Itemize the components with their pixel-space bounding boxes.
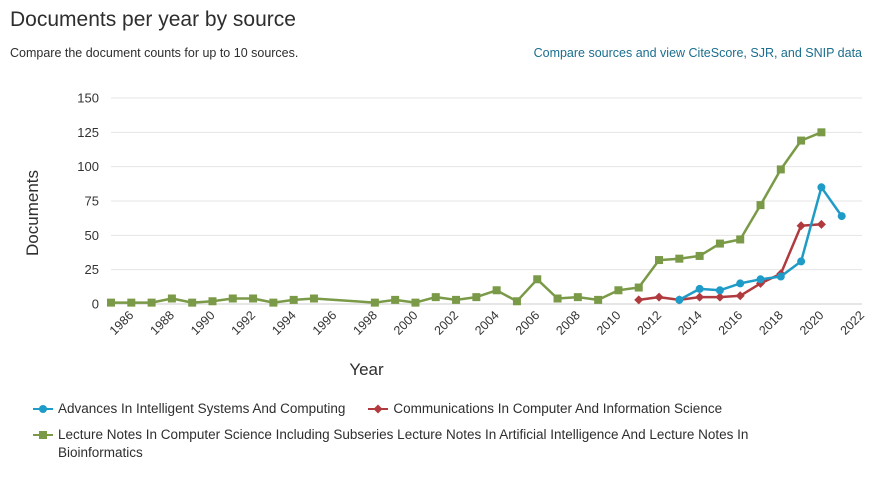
y-tick-label: 150 [77, 91, 99, 106]
legend-item-advances[interactable]: Advances In Intelligent Systems And Comp… [32, 400, 345, 418]
data-point [249, 294, 258, 303]
data-point [776, 165, 785, 174]
data-point [127, 298, 136, 307]
legend-marker-diamond-icon [368, 404, 389, 414]
x-tick-label: 2014 [675, 308, 705, 338]
y-axis-label: Documents [23, 170, 42, 256]
data-point [715, 286, 724, 295]
x-tick-label: 2002 [432, 308, 462, 338]
data-point [147, 298, 156, 307]
x-tick-label: 1988 [147, 308, 177, 338]
y-tick-label: 50 [85, 228, 99, 243]
data-point [735, 291, 745, 301]
data-point [431, 293, 440, 302]
x-tick-label: 2000 [391, 308, 421, 338]
data-point [107, 298, 115, 307]
x-tick-label: 2010 [594, 308, 624, 338]
data-point [391, 295, 400, 304]
data-point [188, 298, 197, 307]
y-tick-label: 100 [77, 159, 99, 174]
data-point [634, 283, 643, 292]
x-tick-label: 1992 [229, 308, 259, 338]
x-tick-label: 2008 [553, 308, 583, 338]
x-tick-label: 2016 [716, 308, 746, 338]
x-axis-label: Year [349, 360, 384, 379]
legend-item-communications[interactable]: Communications In Computer And Informati… [367, 400, 722, 418]
series-line [638, 223, 822, 302]
data-point [167, 294, 176, 303]
data-point [695, 251, 704, 260]
data-point [736, 235, 745, 244]
data-point [370, 298, 379, 307]
data-point [797, 136, 806, 145]
legend-label: Advances In Intelligent Systems And Comp… [58, 401, 346, 416]
data-point [309, 294, 318, 303]
y-tick-label: 0 [92, 297, 99, 312]
data-point [614, 286, 623, 295]
series-line [111, 131, 822, 304]
data-point [553, 294, 562, 303]
x-tick-label: 2018 [756, 308, 786, 338]
data-point [452, 295, 461, 304]
x-tick-label: 1998 [350, 308, 380, 338]
data-point [675, 254, 684, 263]
x-tick-label: 1996 [310, 308, 340, 338]
x-tick-label: 1994 [269, 308, 299, 338]
legend-marker-circle-icon [33, 405, 53, 413]
y-tick-label: 25 [85, 262, 99, 277]
data-point [655, 256, 664, 265]
data-point [289, 295, 298, 304]
y-tick-label: 125 [77, 125, 99, 140]
y-tick-label: 75 [85, 194, 99, 209]
data-point [411, 298, 420, 307]
x-tick-label: 1986 [107, 308, 137, 338]
x-tick-label: 2004 [472, 308, 502, 338]
data-point [715, 239, 724, 248]
x-tick-label: 1990 [188, 308, 218, 338]
data-point [715, 292, 725, 302]
data-point [228, 294, 237, 303]
data-point [492, 286, 501, 295]
page-title: Documents per year by source [10, 8, 296, 31]
legend-item-lecture-notes[interactable]: Lecture Notes In Computer Science Includ… [32, 426, 832, 462]
data-point [634, 295, 644, 305]
data-point [533, 275, 542, 284]
data-point [269, 298, 278, 307]
data-point [817, 183, 826, 192]
data-point [816, 219, 826, 229]
documents-line-chart: 0 25 50 75 100 125 150 1986 1988 1990 1992 1994 1996… [23, 91, 868, 380]
data-point [796, 221, 806, 231]
data-point [573, 293, 582, 302]
data-point [756, 275, 765, 284]
data-point [695, 292, 705, 302]
data-point [654, 292, 664, 302]
data-point [594, 295, 603, 304]
legend-label: Lecture Notes In Computer Science Includ… [58, 427, 749, 460]
chart-legend: Advances In Intelligent Systems And Comp… [32, 400, 862, 470]
data-point [208, 297, 217, 306]
data-point [797, 257, 806, 266]
legend-marker-square-icon [33, 431, 53, 439]
data-point [736, 279, 745, 288]
data-point [837, 212, 846, 221]
compare-sources-link[interactable]: Compare sources and view CiteScore, SJR,… [533, 46, 862, 60]
data-point [695, 284, 704, 293]
x-tick-label: 2020 [797, 308, 827, 338]
data-point [675, 295, 684, 304]
x-tick-label: 2012 [635, 308, 665, 338]
page-subtitle: Compare the document counts for up to 10… [10, 46, 299, 60]
legend-label: Communications In Computer And Informati… [393, 401, 723, 416]
data-point [817, 128, 826, 137]
x-tick-label: 2006 [513, 308, 543, 338]
x-tick-label: 2022 [838, 308, 868, 338]
data-point [776, 272, 785, 281]
data-point [756, 201, 765, 210]
data-point [472, 293, 481, 302]
data-point [512, 297, 521, 306]
